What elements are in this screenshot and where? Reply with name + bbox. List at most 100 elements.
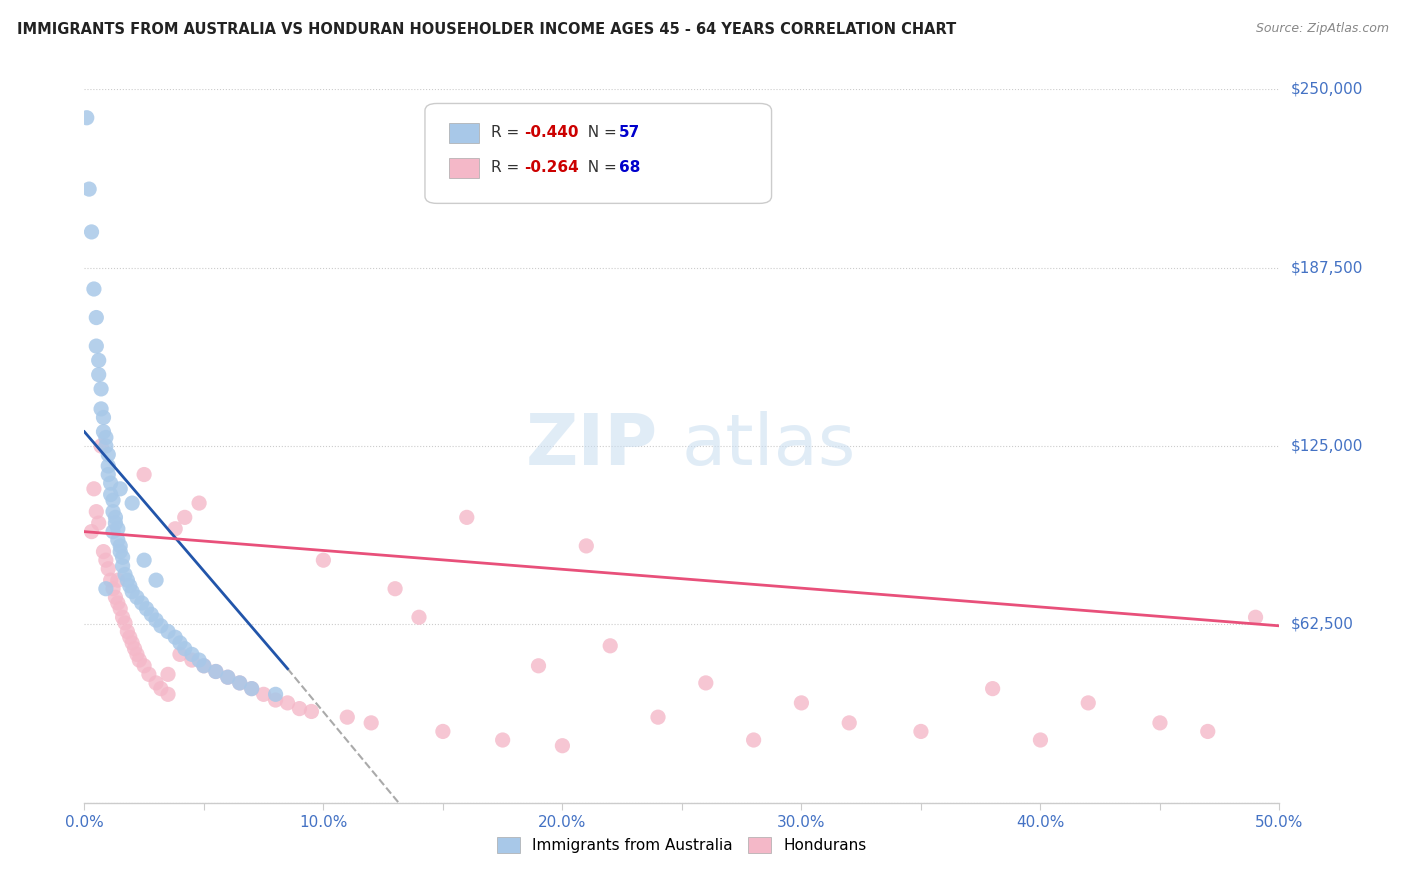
Point	[121, 584, 143, 599]
Point	[384, 582, 406, 596]
Point	[107, 533, 129, 548]
Point	[229, 676, 252, 690]
Point	[110, 601, 132, 615]
Point	[217, 670, 239, 684]
Point	[551, 739, 574, 753]
Point	[193, 658, 215, 673]
Point	[240, 681, 263, 696]
Point	[910, 724, 932, 739]
Text: Source: ZipAtlas.com: Source: ZipAtlas.com	[1256, 22, 1389, 36]
Point	[432, 724, 454, 739]
Point	[492, 733, 515, 747]
Point	[138, 667, 160, 681]
Point	[181, 648, 204, 662]
Point	[114, 615, 136, 630]
Point	[277, 696, 299, 710]
Point	[100, 573, 122, 587]
Point	[599, 639, 621, 653]
Point	[125, 648, 148, 662]
Text: N =: N =	[578, 161, 621, 175]
Point	[1244, 610, 1267, 624]
Point	[101, 505, 124, 519]
Point	[181, 653, 204, 667]
Text: -0.264: -0.264	[524, 161, 579, 175]
Point	[90, 439, 112, 453]
Text: $62,500: $62,500	[1291, 617, 1354, 632]
Point	[408, 610, 430, 624]
Point	[94, 430, 117, 444]
Point	[336, 710, 359, 724]
Point	[124, 641, 146, 656]
Point	[86, 339, 108, 353]
Point	[240, 681, 263, 696]
Point	[93, 544, 115, 558]
Point	[104, 516, 127, 530]
Text: $250,000: $250,000	[1291, 82, 1362, 96]
Point	[87, 368, 110, 382]
Point	[145, 676, 167, 690]
Point	[193, 658, 215, 673]
Point	[128, 653, 150, 667]
Point	[83, 482, 105, 496]
Point	[169, 636, 191, 650]
Text: -0.440: -0.440	[524, 125, 579, 139]
Point	[165, 522, 187, 536]
Point	[100, 476, 122, 491]
Point	[87, 516, 110, 530]
Point	[312, 553, 335, 567]
Point	[90, 401, 112, 416]
Point	[118, 630, 141, 644]
Bar	[449, 159, 479, 178]
Point	[94, 553, 117, 567]
Point	[217, 670, 239, 684]
Text: R =: R =	[491, 125, 524, 139]
Point	[111, 610, 134, 624]
Text: 57: 57	[619, 125, 640, 139]
Point	[107, 573, 129, 587]
Point	[205, 665, 228, 679]
Point	[125, 591, 148, 605]
Text: $187,500: $187,500	[1291, 260, 1362, 275]
Legend: Immigrants from Australia, Hondurans: Immigrants from Australia, Hondurans	[491, 831, 873, 859]
Point	[110, 482, 132, 496]
Point	[86, 505, 108, 519]
Point	[157, 687, 180, 701]
Point	[527, 658, 550, 673]
Point	[575, 539, 598, 553]
Point	[111, 558, 134, 573]
Point	[742, 733, 765, 747]
Point	[100, 487, 122, 501]
Point	[981, 681, 1004, 696]
Point	[101, 582, 124, 596]
Text: ZIP: ZIP	[526, 411, 658, 481]
Point	[456, 510, 478, 524]
Point	[121, 636, 143, 650]
Point	[97, 448, 120, 462]
Point	[83, 282, 105, 296]
Point	[188, 496, 211, 510]
Point	[94, 439, 117, 453]
Point	[1197, 724, 1219, 739]
Text: atlas: atlas	[682, 411, 856, 481]
Point	[132, 553, 156, 567]
Point	[253, 687, 276, 701]
FancyBboxPatch shape	[425, 103, 772, 203]
Point	[1149, 715, 1171, 730]
Point	[695, 676, 717, 690]
Point	[157, 624, 180, 639]
Point	[87, 353, 110, 368]
Point	[169, 648, 191, 662]
Point	[173, 510, 195, 524]
Point	[77, 182, 100, 196]
Point	[1077, 696, 1099, 710]
Text: R =: R =	[491, 161, 524, 175]
Point	[288, 701, 311, 715]
Point	[165, 630, 187, 644]
Point	[132, 467, 156, 482]
Point	[188, 653, 211, 667]
Point	[117, 573, 139, 587]
Point	[264, 693, 287, 707]
Point	[838, 715, 860, 730]
Point	[114, 567, 136, 582]
Point	[101, 524, 124, 539]
